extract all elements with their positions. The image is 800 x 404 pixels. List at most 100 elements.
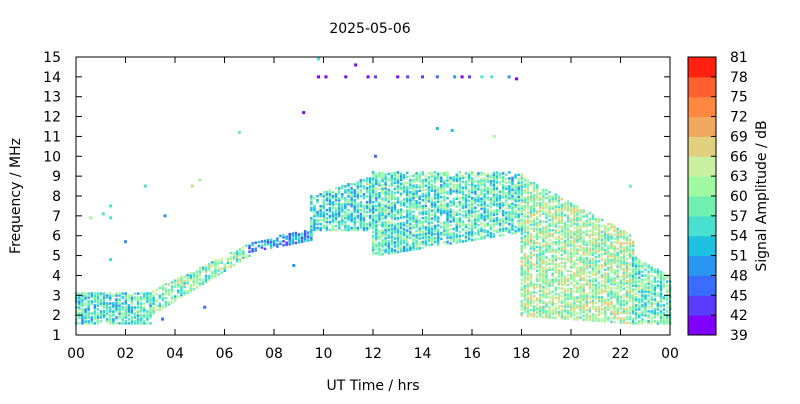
- data-point: [585, 243, 588, 246]
- data-point: [520, 220, 523, 224]
- data-point: [483, 212, 486, 216]
- data-point: [508, 218, 511, 222]
- data-point: [634, 306, 638, 309]
- data-point: [495, 181, 499, 184]
- data-point: [551, 296, 554, 299]
- data-point: [136, 304, 140, 307]
- data-point: [520, 248, 523, 252]
- data-point: [594, 317, 598, 320]
- data-point: [492, 183, 496, 187]
- data-point: [520, 244, 523, 248]
- data-point: [644, 278, 647, 281]
- data-point: [529, 283, 533, 286]
- data-point: [396, 222, 400, 226]
- data-point: [464, 237, 468, 241]
- data-point: [539, 277, 542, 281]
- data-point: [105, 302, 109, 305]
- data-point: [591, 253, 595, 257]
- data-point: [560, 265, 564, 268]
- data-point: [421, 232, 424, 236]
- data-point: [331, 212, 335, 216]
- data-point: [155, 300, 158, 303]
- data-point: [628, 294, 632, 297]
- data-point: [495, 187, 499, 190]
- data-point: [594, 265, 598, 269]
- data-point: [641, 314, 644, 317]
- data-point: [659, 312, 663, 315]
- data-point: [585, 318, 588, 322]
- data-point: [520, 214, 523, 218]
- data-point: [436, 190, 440, 194]
- data-point: [347, 226, 350, 230]
- data-point: [616, 295, 619, 298]
- data-point: [619, 317, 622, 320]
- data-point: [634, 276, 638, 279]
- data-point: [644, 302, 647, 305]
- data-point: [127, 312, 131, 315]
- data-point: [610, 262, 613, 266]
- data-point: [508, 189, 511, 192]
- data-point: [337, 202, 341, 206]
- data-point: [613, 255, 616, 258]
- data-point: [613, 283, 616, 286]
- data-point: [99, 316, 103, 319]
- data-point: [300, 236, 304, 240]
- data-point: [588, 247, 592, 251]
- data-point: [542, 270, 545, 273]
- data-point: [378, 241, 381, 245]
- data-point: [344, 222, 347, 226]
- data-point: [631, 310, 635, 313]
- data-point: [613, 277, 616, 280]
- data-point: [399, 226, 403, 229]
- data-point: [566, 305, 570, 309]
- data-point: [600, 234, 604, 237]
- data-point: [634, 292, 638, 295]
- data-point: [486, 218, 489, 221]
- data-point: [347, 224, 350, 228]
- data-point: [372, 171, 375, 174]
- data-point: [582, 253, 585, 256]
- data-point: [613, 296, 616, 300]
- data-point: [341, 196, 344, 200]
- data-point: [650, 316, 653, 319]
- data-point: [532, 197, 536, 201]
- data-point: [415, 245, 418, 249]
- data-point: [201, 266, 205, 270]
- data-point: [455, 173, 459, 177]
- data-point: [511, 194, 514, 198]
- data-point: [492, 173, 496, 177]
- data-point: [514, 231, 517, 235]
- data-point: [350, 198, 353, 202]
- data-point: [483, 173, 486, 176]
- data-point: [563, 303, 567, 306]
- data-point: [625, 262, 629, 265]
- data-point: [402, 239, 406, 243]
- data-point: [393, 227, 397, 230]
- data-point: [415, 221, 418, 225]
- data-point: [433, 175, 437, 178]
- data-point: [393, 243, 397, 246]
- data-point: [458, 181, 462, 184]
- data-point: [415, 233, 418, 237]
- data-point: [511, 226, 514, 229]
- data-point: [322, 214, 325, 218]
- data-point: [177, 285, 180, 288]
- data-point: [81, 300, 84, 303]
- data-point: [545, 286, 548, 289]
- data-point: [539, 311, 542, 314]
- data-point: [573, 218, 576, 222]
- data-point: [316, 200, 319, 204]
- data-point: [313, 208, 316, 212]
- data-point: [375, 194, 378, 198]
- data-point: [498, 180, 502, 184]
- data-point: [579, 286, 582, 290]
- data-point: [477, 209, 480, 213]
- data-point: [588, 311, 592, 314]
- data-point: [195, 282, 199, 285]
- data-point: [455, 217, 459, 220]
- data-point: [591, 277, 595, 281]
- data-point: [535, 249, 539, 253]
- data-point: [319, 228, 322, 232]
- data-point: [368, 222, 372, 226]
- data-point: [412, 188, 415, 192]
